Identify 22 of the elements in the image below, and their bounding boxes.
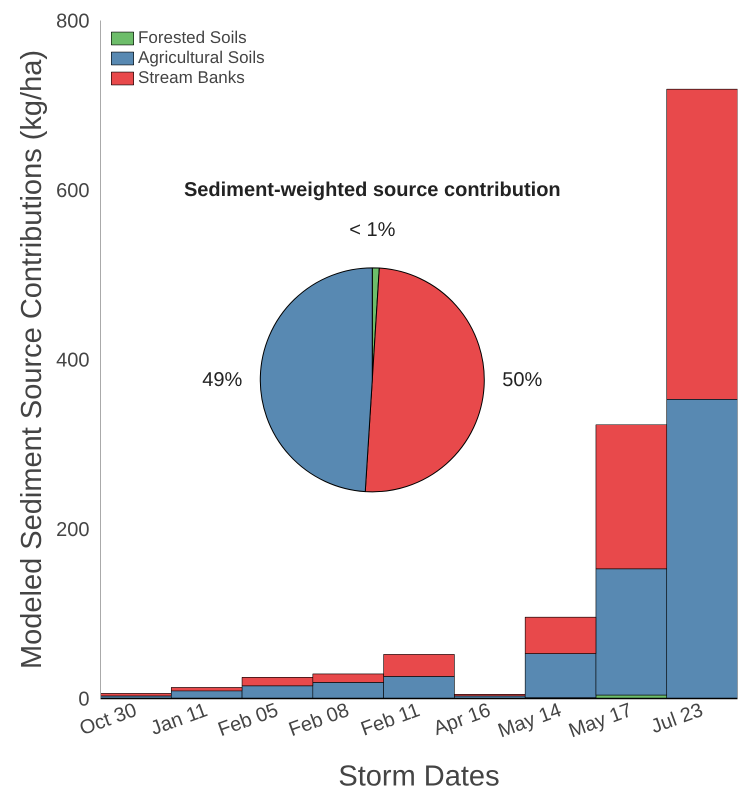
legend-label: Forested Soils (138, 28, 247, 48)
y-tick-label: 200 (56, 519, 90, 541)
data-label: < 1% (349, 218, 396, 241)
x-axis-title: Storm Dates (338, 760, 500, 793)
data-label: 50% (502, 368, 543, 391)
x-tick-label: May 17 (566, 699, 636, 742)
x-tick-label: Jul 23 (648, 699, 706, 738)
legend-label: Stream Banks (138, 68, 245, 88)
y-tick-label: 0 (78, 688, 90, 710)
x-tick-label: Jan 11 (148, 699, 210, 740)
y-tick-label: 400 (56, 350, 90, 372)
x-tick-label: Apr 16 (430, 699, 494, 740)
x-tick-label: Feb 11 (358, 699, 423, 741)
legend-label: Agricultural Soils (138, 48, 265, 68)
chart-title: Sediment-weighted source contribution (184, 178, 561, 201)
x-tick-label: Feb 05 (215, 699, 282, 742)
x-tick-label: Feb 08 (286, 699, 352, 742)
data-label: 49% (202, 368, 243, 391)
y-tick-label: 800 (56, 10, 90, 32)
y-axis-title: Modeled Sediment Source Contributions (kg/ha) (16, 50, 48, 669)
y-tick-label: 600 (56, 180, 90, 202)
x-tick-label: May 14 (495, 699, 564, 742)
